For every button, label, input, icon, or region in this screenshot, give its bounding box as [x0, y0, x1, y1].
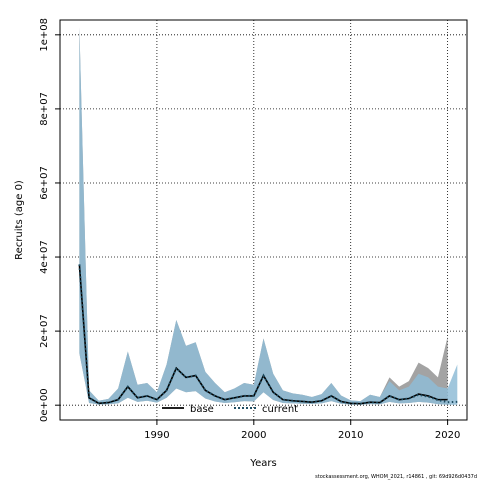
- y-tick-label-2: 4e+07: [39, 240, 50, 274]
- confidence-bands: [79, 27, 458, 405]
- line-current: [78, 264, 458, 405]
- x-axis-title: Years: [249, 458, 276, 469]
- x-axis-ticks: 1990 2000 2010 2020: [144, 420, 460, 441]
- legend-label-base: base: [190, 404, 214, 415]
- series-lines: [78, 264, 458, 405]
- y-axis-title: Recruits (age 0): [14, 180, 25, 260]
- plot-frame: [59, 19, 468, 421]
- footer-caption: stockassessment.org, WHOM_2021, r14861 ,…: [315, 474, 477, 480]
- legend: base current: [162, 404, 298, 415]
- y-tick-label-0: 0e+00: [39, 388, 50, 422]
- y-tick-label-4: 8e+07: [39, 92, 50, 126]
- legend-label-current: current: [262, 404, 298, 415]
- x-tick-label-1: 2000: [241, 430, 266, 441]
- y-axis-ticks: 0e+00 2e+07 4e+07 6e+07 8e+07 1e+08: [39, 18, 60, 422]
- x-tick-label-0: 1990: [144, 430, 169, 441]
- x-tick-label-2: 2010: [338, 430, 363, 441]
- y-tick-label-3: 6e+07: [39, 166, 50, 200]
- x-tick-label-3: 2020: [435, 430, 460, 441]
- y-tick-label-1: 2e+07: [39, 314, 50, 348]
- band-current: [79, 27, 458, 405]
- y-tick-label-5: 1e+08: [39, 18, 50, 52]
